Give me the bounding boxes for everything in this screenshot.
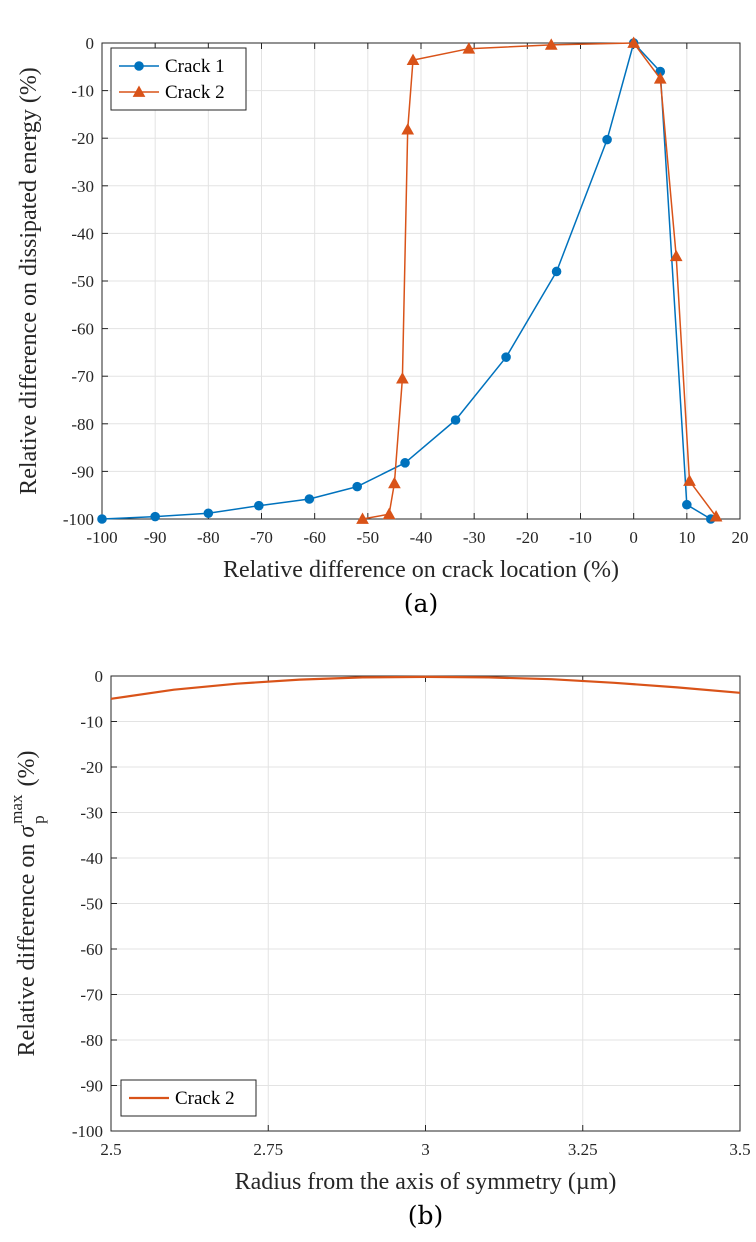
chart-a-grid — [101, 42, 741, 520]
data-point-1-4 — [254, 500, 264, 511]
data-point-1-9 — [501, 352, 511, 362]
legend-marker — [134, 61, 144, 71]
y-tick-label: -50 — [71, 272, 94, 291]
chart-b-y-label-sigma: σ — [14, 825, 40, 838]
x-tick-label: -10 — [569, 528, 592, 547]
chart-b-grid — [110, 675, 741, 1132]
series-line-1 — [110, 675, 741, 700]
y-tick-label: -40 — [80, 849, 103, 868]
chart-a-y-ticks: 0 -10 -20 -30 -40 -50 -60 -70 -80 -90 -100 — [63, 34, 740, 529]
chart-b-caption: (b) — [408, 1201, 444, 1230]
data-point-1-1 — [97, 514, 107, 524]
x-tick-label: -20 — [516, 528, 539, 547]
y-tick-label: -60 — [71, 320, 94, 339]
data-point-2-7 — [462, 42, 476, 54]
data-point-2-12 — [683, 474, 696, 486]
x-tick-label: -70 — [250, 528, 273, 547]
x-tick-label: -90 — [144, 528, 167, 547]
data-point-2-13 — [709, 510, 723, 522]
chart-a-caption: (a) — [404, 589, 438, 618]
y-tick-label: -100 — [63, 510, 94, 529]
data-point-2-9 — [627, 36, 641, 48]
y-tick-label: 0 — [95, 667, 104, 686]
y-tick-label: -100 — [72, 1122, 103, 1141]
chart-b-y-axis-label: Relative difference on σmax p (%) — [7, 751, 48, 1057]
legend-entry-2: Crack 2 — [165, 82, 225, 103]
x-tick-label: 2.5 — [100, 1140, 121, 1159]
y-tick-label: -80 — [71, 415, 94, 434]
data-point-2-11 — [669, 249, 683, 262]
x-tick-label: -30 — [463, 528, 486, 547]
x-tick-label: 3.25 — [568, 1140, 598, 1159]
x-tick-label: -60 — [303, 528, 326, 547]
x-tick-label: -50 — [356, 528, 379, 547]
y-tick-label: 0 — [86, 34, 95, 53]
chart-a-series — [97, 36, 723, 524]
data-point-2-4 — [396, 372, 409, 384]
x-tick-label: 10 — [678, 528, 695, 547]
y-tick-label: -70 — [71, 367, 94, 386]
y-tick-label: -70 — [80, 986, 103, 1005]
data-point-2-10 — [653, 72, 667, 84]
chart-b-y-label-pre: Relative difference on — [14, 838, 40, 1057]
x-tick-label: 20 — [732, 528, 749, 547]
chart-b-y-ticks: 0 -10 -20 -30 -40 -50 -60 -70 -80 -90 -100 — [72, 667, 740, 1141]
data-point-2-3 — [388, 476, 401, 489]
y-tick-label: -30 — [80, 804, 103, 823]
data-point-1-8 — [450, 415, 461, 425]
y-tick-label: -90 — [80, 1077, 103, 1096]
chart-a: -100 -90 -80 -70 -60 -50 -40 -30 -20 -10 0 10 20 0-1… — [16, 34, 749, 618]
legend-entry-1: Crack 1 — [165, 56, 225, 77]
chart-b-x-axis-label: Radius from the axis of symmetry (µm) — [235, 1169, 617, 1195]
chart-b-y-label-sub: p — [29, 815, 48, 824]
y-tick-label: -60 — [80, 940, 103, 959]
y-tick-label: -80 — [80, 1031, 103, 1050]
legend-entry-1: Crack 2 — [175, 1088, 235, 1109]
x-tick-label: -100 — [86, 528, 117, 547]
y-tick-label: -40 — [71, 224, 94, 243]
x-tick-label: 2.75 — [253, 1140, 283, 1159]
y-tick-label: -30 — [71, 177, 94, 196]
chart-b: 2.5 2.75 3 3.25 3.5 0 -10 -20 -30 -40 -50 -60 -70 -8… — [7, 667, 751, 1230]
y-tick-label: -50 — [80, 895, 103, 914]
x-tick-label: 3.5 — [729, 1140, 750, 1159]
data-point-1-10 — [551, 266, 562, 277]
chart-b-x-ticks: 2.5 2.75 3 3.25 3.5 — [100, 676, 751, 1159]
chart-b-series — [110, 675, 741, 700]
y-tick-label: -90 — [71, 462, 94, 481]
x-tick-label: -40 — [410, 528, 433, 547]
x-tick-label: 0 — [629, 528, 638, 547]
chart-a-y-axis-label: Relative difference on dissipated energy… — [16, 67, 42, 495]
y-tick-label: -10 — [71, 82, 94, 101]
data-point-1-3 — [203, 508, 214, 519]
data-point-1-2 — [150, 511, 160, 522]
data-point-1-14 — [682, 499, 692, 510]
data-point-1-6 — [352, 481, 363, 492]
x-tick-label: -80 — [197, 528, 220, 547]
y-tick-label: -20 — [71, 129, 94, 148]
data-point-2-6 — [406, 53, 420, 66]
data-point-2-2 — [382, 507, 396, 520]
data-point-2-8 — [544, 38, 558, 50]
y-tick-label: -20 — [80, 758, 103, 777]
chart-b-y-label-post: (%) — [14, 751, 40, 793]
legend-marker — [132, 85, 146, 97]
chart-a-x-ticks: -100 -90 -80 -70 -60 -50 -40 -30 -20 -10 0 10 20 — [86, 43, 749, 547]
data-point-1-5 — [304, 494, 315, 504]
x-tick-label: 3 — [421, 1140, 430, 1159]
data-point-1-11 — [602, 134, 612, 145]
y-tick-label: -10 — [80, 713, 103, 732]
chart-a-legend: Crack 1 Crack 2 — [110, 47, 247, 111]
legend-box — [110, 47, 247, 111]
chart-a-x-axis-label: Relative difference on crack location (%… — [223, 557, 619, 583]
chart-b-y-label-sup: max — [7, 794, 26, 824]
chart-b-legend: Crack 2 — [120, 1079, 257, 1117]
data-point-1-7 — [400, 458, 410, 468]
data-point-2-1 — [356, 512, 369, 524]
data-point-2-5 — [401, 123, 415, 135]
